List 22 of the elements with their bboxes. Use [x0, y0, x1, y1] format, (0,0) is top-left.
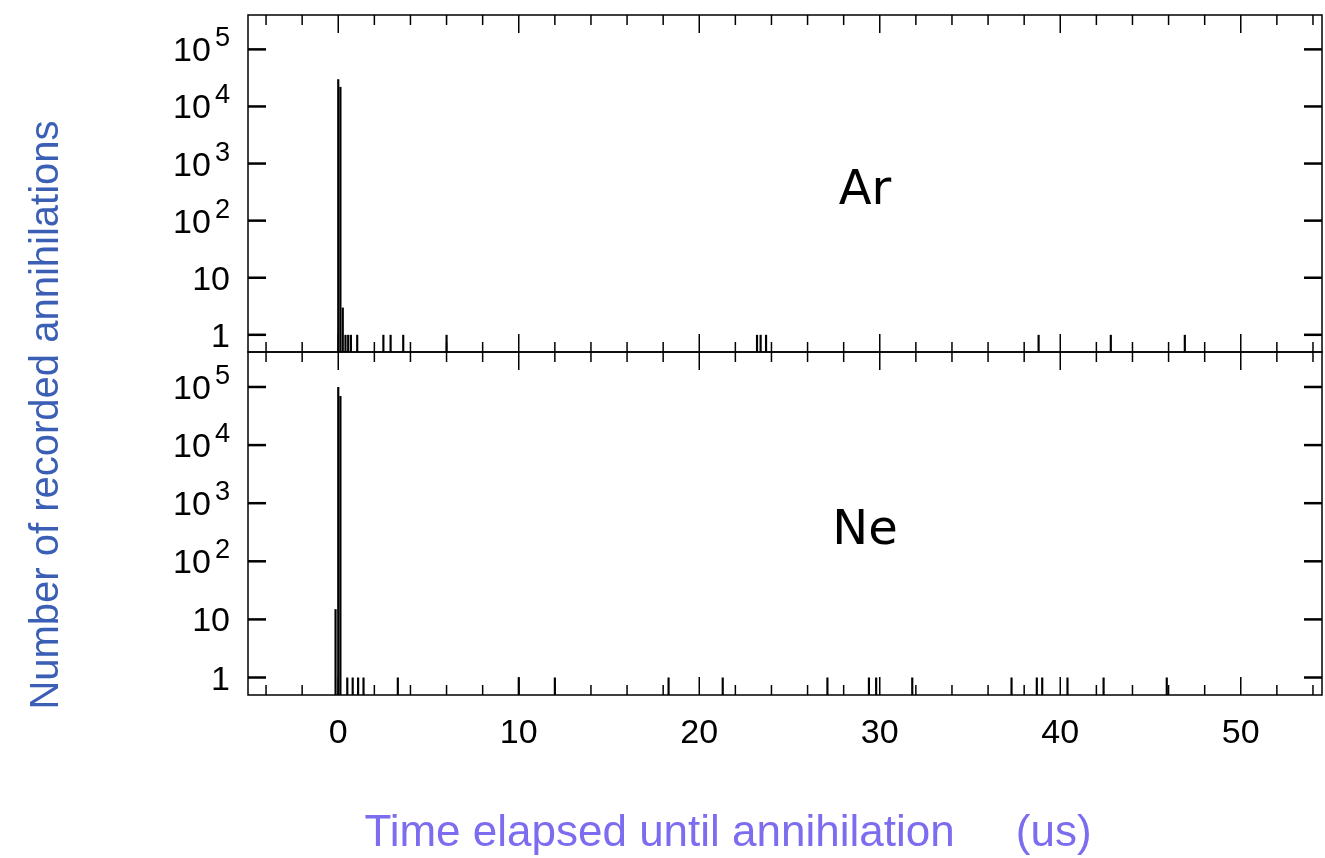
- y-tick-label: 1: [211, 658, 230, 697]
- y-tick-label: 10$^{3}$: [173, 135, 230, 183]
- y-tick-label: 10$^{5}$: [173, 358, 230, 406]
- y-tick-label: 10$^{4}$: [173, 77, 230, 126]
- annotation: Ne: [832, 498, 898, 555]
- x-tick-label: 20: [680, 712, 719, 750]
- x-tick-label: 50: [1221, 712, 1260, 750]
- y-tick-label: 10: [192, 258, 230, 297]
- x-tick-label: 0: [328, 712, 348, 750]
- y-tick-label: 10$^{2}$: [173, 192, 230, 240]
- y-tick-label: 10$^{2}$: [173, 532, 230, 581]
- x-tick-label: 30: [860, 712, 899, 750]
- x-tick-label: 40: [1041, 712, 1080, 750]
- annotation: Ar: [838, 158, 892, 215]
- y-tick-label: 10$^{5}$: [173, 20, 230, 69]
- x-axis-title: Time elapsed until annihilation (us): [364, 806, 1092, 855]
- y-tick-label: 10$^{3}$: [173, 474, 230, 523]
- y-tick-label: 10: [192, 600, 230, 639]
- x-tick-label: 10: [499, 712, 538, 750]
- y-tick-label: 10$^{4}$: [173, 416, 230, 465]
- y-tick-label: 1: [211, 315, 230, 354]
- y-axis-title: Number of recorded annihilations: [22, 120, 66, 710]
